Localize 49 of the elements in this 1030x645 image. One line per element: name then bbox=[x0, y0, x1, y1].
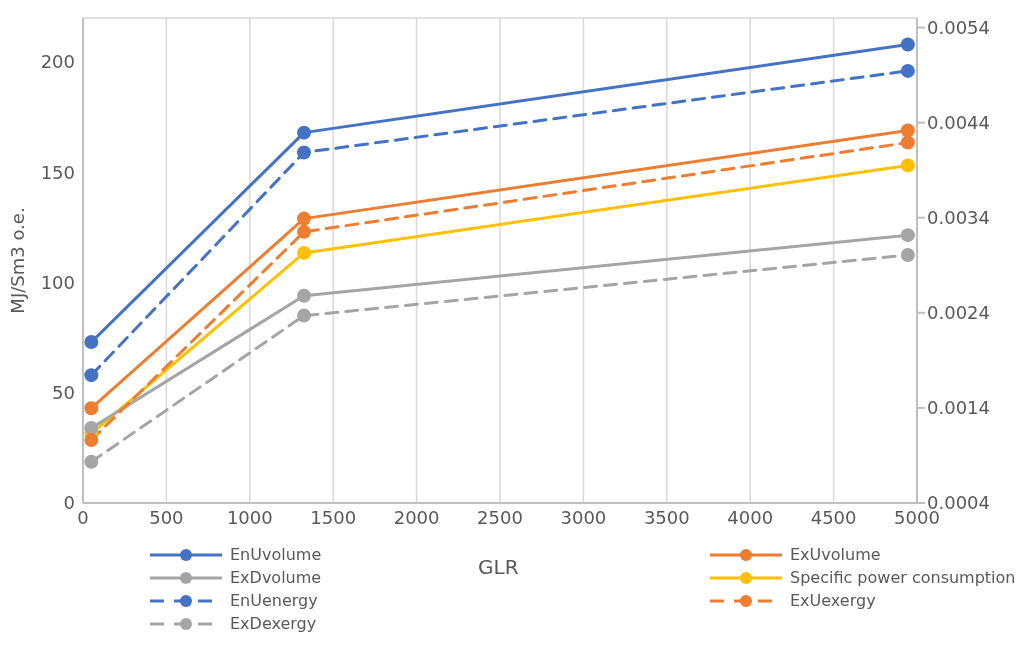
y2-tick-label: 0.0034 bbox=[927, 207, 990, 229]
point bbox=[900, 37, 915, 52]
x-tick-label: 500 bbox=[149, 506, 184, 528]
point bbox=[297, 145, 312, 160]
y-axis-title: MJ/Sm3 o.e. bbox=[7, 207, 29, 314]
legend-label: EnUvolume bbox=[230, 545, 322, 564]
point bbox=[84, 421, 99, 436]
point bbox=[297, 211, 312, 226]
point bbox=[84, 368, 99, 383]
y-tick-label: 50 bbox=[52, 382, 75, 404]
point bbox=[84, 335, 99, 350]
point bbox=[900, 135, 915, 150]
legend-label: EnUenergy bbox=[230, 591, 318, 610]
y2-tick-label: 0.0054 bbox=[927, 16, 990, 38]
y-tick-label: 0 bbox=[63, 492, 75, 514]
y-tick-label: 200 bbox=[40, 51, 75, 73]
point bbox=[297, 245, 312, 260]
point bbox=[900, 228, 915, 243]
point bbox=[297, 125, 312, 140]
point bbox=[900, 123, 915, 138]
x-tick-label: 1000 bbox=[226, 506, 273, 528]
y2-tick-label: 0.0014 bbox=[927, 397, 990, 419]
point bbox=[297, 288, 312, 303]
legend-label: Specific power consumption bbox=[790, 568, 1016, 587]
y-tick-label: 100 bbox=[40, 271, 75, 293]
point bbox=[900, 247, 915, 262]
legend-label: ExUvolume bbox=[790, 545, 881, 564]
legend-label: ExUexergy bbox=[790, 591, 876, 610]
x-tick-label: 1500 bbox=[310, 506, 357, 528]
legend-label: ExDexergy bbox=[230, 614, 317, 633]
x-tick-label: 2500 bbox=[477, 506, 523, 528]
x-axis-title: GLR bbox=[478, 554, 520, 581]
point bbox=[297, 224, 312, 239]
x-tick-label: 2000 bbox=[393, 506, 440, 528]
x-tick-label: 3500 bbox=[643, 506, 690, 528]
x-tick-label: 0 bbox=[77, 506, 89, 528]
x-tick-label: 4000 bbox=[727, 506, 774, 528]
point bbox=[900, 158, 915, 173]
y2-tick-label: 0.0024 bbox=[927, 302, 990, 324]
point bbox=[84, 401, 99, 416]
x-tick-label: 3000 bbox=[560, 506, 607, 528]
y-tick-label: 150 bbox=[40, 161, 75, 183]
point bbox=[84, 432, 99, 447]
legend-label: ExDvolume bbox=[230, 568, 322, 587]
point bbox=[900, 63, 915, 78]
x-tick-label: 4500 bbox=[810, 506, 857, 528]
point bbox=[297, 308, 312, 323]
y2-tick-label: 0.0044 bbox=[927, 112, 990, 133]
point bbox=[84, 454, 99, 469]
